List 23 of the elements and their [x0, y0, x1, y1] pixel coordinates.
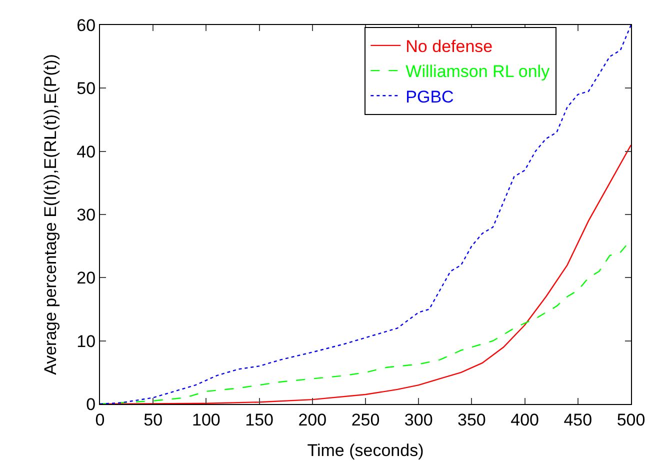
- x-tick-label: 250: [351, 410, 380, 430]
- y-tick-label: 10: [76, 332, 96, 351]
- x-tick-label: 150: [245, 410, 274, 430]
- x-tick-label: 200: [298, 410, 327, 430]
- x-tick-label: 450: [564, 410, 592, 430]
- y-tick-label: 0: [86, 394, 96, 414]
- y-tick-label: 20: [76, 268, 96, 288]
- y-axis-title: Average percentage E(I(t)),E(RL(t)),E(P(t)): [41, 54, 60, 375]
- legend-label: PGBC: [406, 87, 454, 106]
- y-tick-label: 60: [76, 16, 96, 35]
- x-tick-label: 50: [144, 410, 163, 430]
- line-series: [100, 25, 631, 404]
- y-tick-label: 30: [76, 205, 96, 224]
- x-axis-title: Time (seconds): [307, 440, 424, 460]
- x-tick-label: 100: [192, 410, 220, 430]
- x-tick-label: 500: [616, 410, 646, 430]
- x-tick-label: 400: [510, 410, 539, 430]
- y-tick-label: 50: [76, 79, 96, 98]
- x-tick-label: 300: [404, 410, 433, 430]
- x-tick-label: 350: [458, 410, 486, 430]
- y-tick-label: 40: [76, 142, 96, 162]
- legend-label: No defense: [406, 37, 493, 56]
- legend-label: Williamson RL only: [406, 62, 550, 82]
